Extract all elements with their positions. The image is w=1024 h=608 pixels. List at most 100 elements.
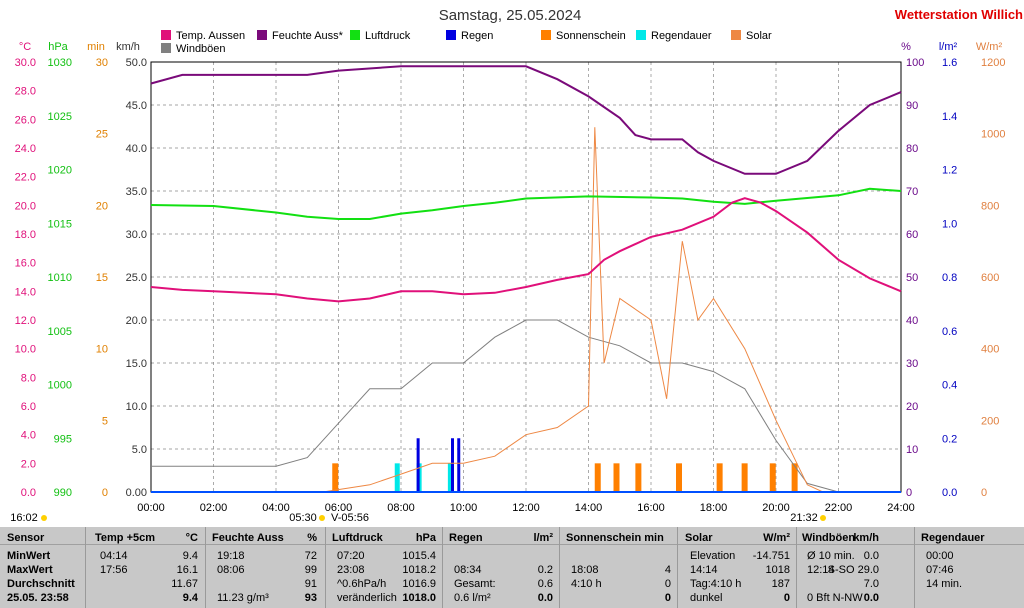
sunrise-alt-label: V-05:56 — [331, 512, 369, 524]
wind-gust-line — [151, 319, 901, 493]
legend-label: Temp. Aussen — [176, 30, 245, 42]
minutes-axis-tick: 0 — [102, 487, 108, 499]
stats-table: Sensor Temp +5cm °C Feuchte Auss% Luftdruck h… — [0, 527, 1024, 608]
solar-value: 0 — [783, 592, 790, 604]
regen-label: 08:34 — [454, 564, 482, 576]
regen-value: 0.6 — [537, 578, 553, 590]
solar-value: 1018 — [765, 564, 790, 576]
wind-value: 0.0 — [863, 550, 879, 562]
rain-duration-bar — [394, 463, 400, 492]
table-header: Regen — [449, 532, 483, 544]
legend-swatch — [257, 30, 267, 40]
solar-axis-tick: 1200 — [981, 57, 1005, 69]
temp-axis-unit: °C — [19, 41, 31, 53]
rain-axis-tick: 0.2 — [942, 433, 957, 445]
temp-value: 16.1 — [176, 564, 198, 576]
humidity-line — [150, 65, 902, 175]
rain-axis-tick: 0.8 — [942, 272, 957, 284]
rain-bar — [416, 438, 420, 492]
table-header: Windböen — [802, 532, 856, 544]
legend-label: Sonnenschein — [556, 30, 626, 42]
regen-label: Gesamt: — [454, 578, 496, 590]
table-header-unit: hPa — [415, 532, 436, 544]
legend-swatch — [731, 30, 741, 40]
sunset-label: 21:32 — [790, 512, 818, 524]
wind-axis-tick: 45.0 — [126, 100, 147, 112]
minutes-axis-tick: 30 — [96, 57, 108, 69]
stats-table-header: Sensor Temp +5cm °C Feuchte Auss% Luftdruck h… — [0, 527, 1024, 545]
legend-item-6: Solar — [731, 30, 772, 42]
sonne-value: 0 — [664, 578, 671, 590]
wind-axis-tick: 15.0 — [126, 358, 147, 370]
x-tick-label: 04:00 — [262, 502, 290, 514]
solar-label: Elevation — [690, 550, 736, 562]
table-divider — [796, 527, 797, 608]
wind-axis-tick: 30.0 — [126, 229, 147, 241]
legend-swatch — [541, 30, 551, 40]
table-divider — [85, 527, 86, 608]
temperature-line — [150, 197, 902, 303]
solar-axis-tick: 0 — [981, 487, 987, 499]
sunshine-bar — [791, 463, 798, 492]
feuchte-value: 99 — [304, 564, 317, 576]
solar-value: 187 — [771, 578, 790, 590]
feuchte-label: 11.23 g/m³ — [217, 592, 269, 604]
solar-value: -14.751 — [752, 550, 790, 562]
wind-axis-tick: 25.0 — [126, 272, 147, 284]
temp-axis-tick: 2.0 — [21, 458, 36, 470]
rain-axis-tick: 1.4 — [942, 111, 957, 123]
feuchte-value: 72 — [304, 550, 317, 562]
sonne-label: 18:08 — [571, 564, 599, 576]
luftdruck-value: 1018.0 — [402, 592, 436, 604]
left-time-label: 16:02 — [10, 512, 38, 524]
pressure-axis-tick: 990 — [54, 487, 72, 499]
humidity-axis-tick: 70 — [906, 186, 918, 198]
humidity-axis-tick: 60 — [906, 229, 918, 241]
wind-label: 0 Bft N-NW — [807, 592, 863, 604]
wind-axis-tick: 10.0 — [126, 401, 147, 413]
x-tick-label: 14:00 — [575, 502, 603, 514]
x-tick-label: 18:00 — [700, 502, 728, 514]
solar-label: Tag:4:10 h — [690, 578, 742, 590]
rain-axis-tick: 0.6 — [942, 326, 957, 338]
temp-axis-tick: 30.0 — [15, 57, 36, 69]
wind-value: 7.0 — [863, 578, 879, 590]
rain-axis-tick: 0.0 — [942, 487, 957, 499]
legend-label: Solar — [746, 30, 772, 42]
table-divider — [442, 527, 443, 608]
station-name: Wetterstation Willich — [895, 7, 1023, 22]
rain-axis-tick: 1.0 — [942, 218, 957, 230]
x-tick-label: 20:00 — [762, 502, 790, 514]
row-label: MaxWert — [7, 564, 53, 576]
pressure-axis-tick: 1025 — [48, 111, 72, 123]
sunshine-bar — [676, 463, 682, 492]
sunshine-bar — [594, 463, 601, 492]
pressure-axis-unit: hPa — [48, 41, 68, 53]
table-divider — [559, 527, 560, 608]
luftdruck-label: 07:20 — [337, 550, 365, 562]
legend-swatch — [350, 30, 360, 40]
humidity-axis-tick: 90 — [906, 100, 918, 112]
luftdruck-label: ^0.6hPa/h — [337, 578, 387, 590]
row-label: Durchschnitt — [7, 578, 75, 590]
sonne-value: 0 — [664, 592, 671, 604]
pressure-axis-tick: 1020 — [48, 165, 72, 177]
legend-swatch — [161, 43, 171, 53]
temp-value: 11.67 — [171, 578, 198, 590]
temp-axis-tick: 8.0 — [21, 372, 36, 384]
luftdruck-label: 23:08 — [337, 564, 365, 576]
chart-title: Samstag, 25.05.2024 — [439, 7, 582, 24]
sunshine-bar — [613, 463, 620, 492]
temp-axis-tick: 4.0 — [21, 430, 36, 442]
temp-axis-tick: 18.0 — [15, 229, 36, 241]
solar-label: 14:14 — [690, 564, 718, 576]
solar-axis-tick: 400 — [981, 344, 999, 356]
temp-axis-tick: 10.0 — [15, 344, 36, 356]
table-divider — [677, 527, 678, 608]
temp-value: 9.4 — [182, 592, 198, 604]
axes: 00:00 02:00 04:00 06:00 08:00 10:00 12:00 14:00… — [15, 41, 1006, 514]
x-tick-label: 10:00 — [450, 502, 478, 514]
table-header-unit: km/h — [853, 532, 879, 544]
table-header: Regendauer — [921, 532, 985, 544]
humidity-axis-tick: 0 — [906, 487, 912, 499]
